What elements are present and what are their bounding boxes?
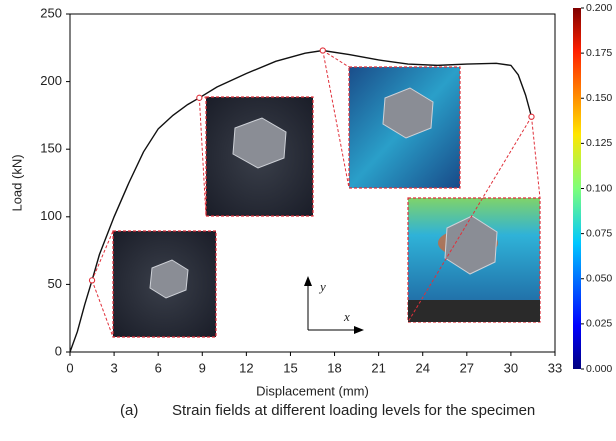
x-tick-label: 3 xyxy=(110,360,117,375)
bolt xyxy=(232,117,287,169)
colorbar-tick-label: 0.050 xyxy=(586,273,612,285)
x-tick-label: 12 xyxy=(239,360,253,375)
y-tick-label: 50 xyxy=(48,276,62,291)
leader-line xyxy=(322,50,350,189)
x-tick-label: 0 xyxy=(66,360,73,375)
y-tick-label: 150 xyxy=(40,141,62,156)
x-tick-label: 24 xyxy=(415,360,429,375)
caption-label: (a) xyxy=(120,402,138,419)
y-tick-label: 200 xyxy=(40,73,62,88)
marker xyxy=(319,47,326,54)
arrow-head xyxy=(304,276,312,286)
colorbar-tick-label: 0.100 xyxy=(586,182,612,194)
x-tick-label: 30 xyxy=(504,360,518,375)
load-curve xyxy=(69,49,533,353)
x-tick-label: 33 xyxy=(548,360,562,375)
y-tick-label: 100 xyxy=(40,208,62,223)
inset-axis-label: y xyxy=(318,279,326,294)
colorbar-tick-label: 0.175 xyxy=(586,47,612,59)
marker xyxy=(528,113,535,120)
colorbar-tick-label: 0.025 xyxy=(586,318,612,330)
inset-axis-label: x xyxy=(343,309,350,324)
x-tick-label: 6 xyxy=(155,360,162,375)
leader-line xyxy=(91,230,114,281)
leader-line xyxy=(91,280,114,338)
leader-line xyxy=(322,50,350,68)
y-tick-label: 0 xyxy=(55,343,62,358)
x-axis-label: Displacement (mm) xyxy=(256,383,369,398)
bolt xyxy=(149,259,189,299)
x-tick-label: 21 xyxy=(371,360,385,375)
grip xyxy=(408,300,540,322)
y-tick-label: 250 xyxy=(40,5,62,20)
inset-images: y x xyxy=(112,66,541,338)
leader-line xyxy=(530,116,541,199)
colorbar-tick-label: 0.075 xyxy=(586,227,612,239)
bolt xyxy=(382,87,434,139)
colorbar-ticks: 0.000 0.025 0.050 0.075 0.100 0.125 0.150 0.175… xyxy=(581,2,612,375)
colorbar xyxy=(573,8,581,369)
colorbar-tick-label: 0.125 xyxy=(586,137,612,149)
axes-frame xyxy=(69,13,556,353)
caption: Strain fields at different loading level… xyxy=(172,402,535,419)
colorbar-tick-label: 0.200 xyxy=(586,2,612,14)
leader-line xyxy=(198,97,207,217)
marker xyxy=(196,94,203,101)
x-tick-label: 27 xyxy=(460,360,474,375)
plot-area: 0 50 100 150 200 250 0 3 6 9 12 15 18 21 24 27 30 33 Displ… xyxy=(9,5,562,398)
y-axis-label: Load (kN) xyxy=(9,154,24,211)
x-tick-label: 9 xyxy=(199,360,206,375)
x-tick-label: 15 xyxy=(283,360,297,375)
marker xyxy=(88,277,96,284)
colorbar-tick-label: 0.000 xyxy=(586,363,612,375)
colorbar-tick-label: 0.150 xyxy=(586,92,612,104)
arrow-head xyxy=(354,326,364,334)
x-tick-label: 18 xyxy=(327,360,341,375)
